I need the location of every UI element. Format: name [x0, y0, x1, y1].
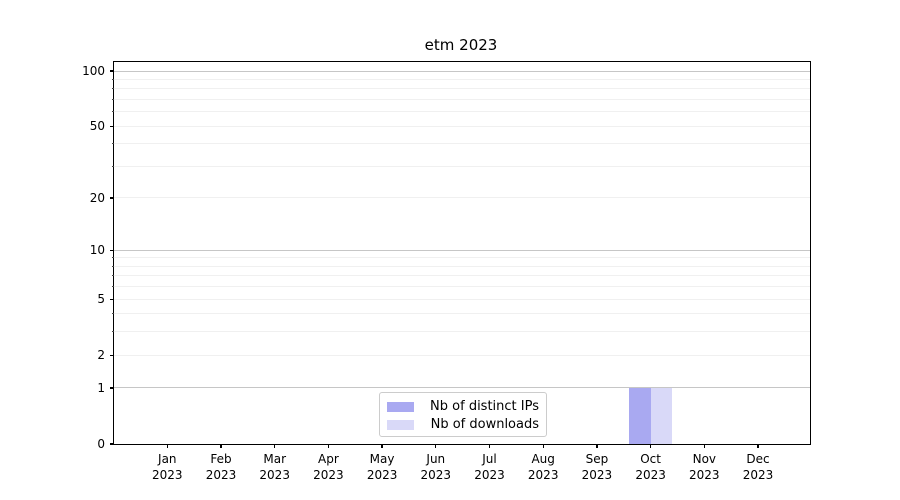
x-tick — [649, 444, 652, 448]
x-tick — [488, 444, 491, 448]
y-axis-tick-label: 20 — [89, 190, 105, 205]
y-tick — [110, 387, 114, 389]
y-axis-tick-label: 0 — [97, 437, 105, 451]
x-axis-month-label: Nov 2023 — [689, 452, 720, 482]
x-axis-month-label: Aug 2023 — [527, 452, 559, 482]
y-axis-tick-label: 5 — [97, 292, 105, 307]
x-axis-month-label: Sep 2023 — [581, 452, 613, 482]
y-tick — [110, 354, 114, 356]
y-minor-tick — [111, 265, 114, 267]
y-minor-tick — [111, 98, 114, 100]
gridline-major — [114, 70, 810, 72]
y-tick — [110, 443, 114, 445]
gridline-minor — [114, 286, 810, 288]
legend-item-distinct-ips: Nb of distinct IPs — [387, 398, 539, 415]
x-axis-month-label: Jan 2023 — [152, 452, 183, 482]
gridline-minor — [114, 88, 810, 90]
gridline-minor — [114, 197, 810, 199]
x-tick — [542, 444, 544, 448]
x-axis-month-label: Feb 2023 — [205, 452, 237, 482]
gridline-minor — [114, 98, 810, 100]
y-tick — [110, 249, 114, 251]
bar-downloads — [650, 387, 673, 444]
y-minor-tick — [111, 275, 114, 277]
gridline-minor — [114, 257, 810, 259]
gridline-minor — [114, 313, 810, 315]
legend-label-downloads: Nb of downloads — [430, 417, 539, 432]
x-tick — [166, 444, 168, 448]
gridline-minor — [114, 111, 810, 113]
x-axis-month-label: Jun 2023 — [420, 452, 452, 482]
gridline-minor — [114, 78, 810, 80]
y-minor-tick — [111, 286, 114, 288]
gridline-minor — [114, 331, 810, 333]
y-minor-tick — [111, 257, 114, 259]
bar-distinct-ips — [629, 387, 651, 444]
y-minor-tick — [111, 313, 114, 315]
x-tick — [435, 444, 437, 448]
plot-area: 0 1 2 5 10 20 50 100 Jan 2023 Feb 2023 Mar 2023 Apr 20… — [82, 61, 811, 482]
y-tick — [110, 70, 114, 72]
x-tick — [327, 444, 330, 448]
y-axis-tick-label: 50 — [89, 119, 105, 134]
y-minor-tick — [111, 143, 114, 145]
x-axis-month-label: May 2023 — [366, 452, 398, 482]
y-tick — [110, 197, 114, 199]
gridline-minor — [114, 298, 810, 300]
gridline-minor — [114, 143, 810, 145]
legend: Nb of distinct IPs Nb of downloads — [379, 392, 547, 437]
y-axis-tick-label: 100 — [82, 64, 105, 78]
y-minor-tick — [111, 88, 114, 90]
gridline-minor — [114, 125, 810, 127]
x-tick — [274, 444, 276, 448]
chart-title: etm 2023 — [424, 36, 498, 54]
x-axis-month-label: Mar 2023 — [259, 452, 290, 482]
gridline-minor — [114, 265, 810, 267]
y-minor-tick — [111, 78, 114, 80]
y-minor-tick — [111, 165, 114, 167]
y-tick — [110, 298, 114, 300]
legend-swatch-distinct-ips — [387, 401, 414, 412]
gridline-major — [114, 249, 810, 251]
x-tick — [596, 444, 598, 448]
x-axis-month-label: Oct 2023 — [635, 452, 666, 482]
y-tick — [110, 125, 114, 127]
legend-swatch-downloads — [387, 419, 414, 430]
gridline-minor — [114, 275, 810, 277]
gridline-major — [114, 387, 810, 389]
x-axis-month-label: Apr 2023 — [313, 452, 344, 482]
x-tick — [220, 444, 222, 448]
y-axis-tick-label: 1 — [97, 380, 105, 395]
x-axis-month-label: Jul 2023 — [474, 452, 505, 482]
y-axis-tick-label: 2 — [97, 348, 105, 363]
x-axis-month-label: Dec 2023 — [742, 452, 774, 482]
y-minor-tick — [111, 111, 114, 113]
y-axis-tick-label: 10 — [89, 243, 105, 258]
gridline-minor — [114, 354, 810, 356]
gridline-minor — [114, 165, 810, 167]
x-tick — [381, 444, 383, 448]
x-tick — [703, 444, 705, 448]
legend-item-downloads: Nb of downloads — [387, 416, 539, 433]
legend-label-distinct-ips: Nb of distinct IPs — [430, 399, 539, 414]
x-tick — [757, 444, 759, 448]
y-minor-tick — [111, 331, 114, 333]
